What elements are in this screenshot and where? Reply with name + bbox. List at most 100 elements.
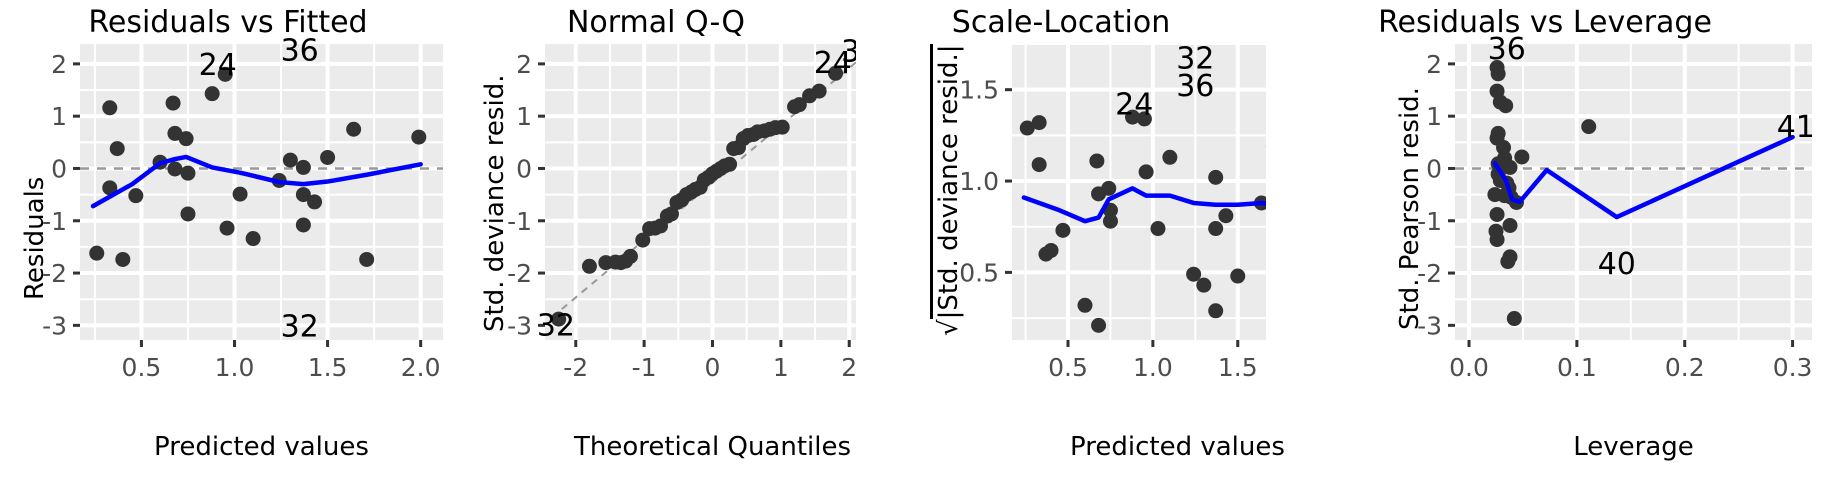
smooth-line	[1492, 134, 1795, 220]
outlier-label: 36	[1488, 32, 1526, 67]
x-tick-label: -2	[563, 353, 588, 382]
y-tick-label: -3	[1417, 311, 1442, 340]
data-point	[1138, 164, 1154, 180]
data-point	[774, 119, 790, 135]
y-tick-label: -3	[42, 311, 67, 340]
panel-residuals-vs-fitted: Residuals vs Fitted Predicted values Resid…	[0, 0, 456, 480]
data-point	[1055, 222, 1071, 238]
outlier-label: 24	[814, 46, 852, 81]
data-point	[180, 206, 196, 222]
plot-area: 0.0 0.1 0.2 0.3 -3 -2 -1 0 1 2 36 40 41	[1417, 32, 1815, 382]
y-tick-label: 0	[51, 154, 67, 183]
data-point	[663, 206, 679, 222]
x-axis-title: Predicted values	[1070, 432, 1285, 462]
data-point	[622, 248, 638, 264]
data-point	[1208, 303, 1224, 319]
data-point	[295, 159, 311, 175]
smooth-line	[90, 154, 423, 209]
outlier-label: 36	[1176, 69, 1214, 104]
data-point	[1502, 159, 1518, 175]
data-point	[1077, 297, 1093, 313]
data-point	[791, 97, 807, 113]
data-point	[1498, 98, 1514, 114]
data-point	[109, 141, 125, 157]
y-tick-label: 2	[1426, 50, 1442, 79]
x-tick-label: -1	[632, 353, 657, 382]
data-point	[178, 131, 194, 147]
data-point	[1089, 153, 1105, 169]
x-axis-title: Predicted values	[154, 432, 369, 462]
x-tick-label: 0.0	[1449, 353, 1489, 382]
y-tick-label: 1.0	[959, 167, 999, 196]
outlier-label: 36	[841, 34, 856, 69]
y-tick-label: 1	[516, 102, 532, 131]
outlier-label: 32	[281, 309, 319, 344]
panel-normal-qq: Normal Q-Q Theoretical Quantiles Std. devi…	[456, 0, 856, 480]
data-point	[1125, 109, 1141, 125]
y-tick-label: 1	[51, 102, 67, 131]
panel-title: Normal Q-Q	[566, 5, 746, 40]
x-tick-label: 2.0	[401, 353, 441, 382]
panel-title: Residuals vs Leverage	[1378, 5, 1712, 40]
data-point	[1019, 120, 1035, 136]
data-point	[204, 86, 220, 102]
data-point	[1091, 317, 1107, 333]
x-tick-label: 1.0	[1133, 353, 1173, 382]
y-tick-label: -1	[42, 207, 67, 236]
data-point	[1489, 206, 1505, 222]
data-point	[1506, 311, 1522, 327]
data-point	[581, 258, 597, 274]
data-point	[320, 149, 336, 165]
data-point	[167, 125, 183, 141]
data-point	[1150, 221, 1166, 237]
data-point	[1230, 268, 1246, 284]
x-tick-label: 0.2	[1665, 353, 1705, 382]
data-point	[282, 152, 298, 168]
y-tick-label: -2	[507, 259, 532, 288]
data-point	[1208, 169, 1224, 185]
data-point	[1136, 111, 1152, 127]
y-tick-label: -2	[42, 259, 67, 288]
data-point	[1196, 277, 1212, 293]
data-point	[219, 220, 235, 236]
data-point	[102, 100, 118, 116]
x-tick-label: 0.5	[1048, 353, 1088, 382]
data-point	[346, 121, 362, 137]
panel-title: Residuals vs Fitted	[88, 5, 368, 40]
data-point	[1102, 213, 1118, 229]
x-axis-title: Theoretical Quantiles	[573, 432, 852, 462]
data-point	[295, 217, 311, 233]
outlier-label: 24	[1115, 87, 1153, 122]
x-tick-label: 0	[705, 353, 721, 382]
data-point	[307, 194, 323, 210]
x-tick-label: 2	[841, 353, 856, 382]
y-tick-label: 1	[1426, 102, 1442, 131]
data-point	[1502, 217, 1518, 233]
x-tick-label: 1	[773, 353, 789, 382]
y-tick-label: 2	[51, 50, 67, 79]
panel-title: Scale-Location	[951, 5, 1171, 40]
data-point	[359, 251, 375, 267]
data-point	[245, 231, 261, 247]
data-point	[1031, 115, 1047, 131]
data-point	[722, 156, 738, 172]
y-tick-label: -1	[1417, 207, 1442, 236]
data-point	[1514, 149, 1530, 165]
data-point	[102, 180, 118, 196]
x-tick-label: 0.3	[1773, 353, 1813, 382]
data-point	[295, 187, 311, 203]
y-tick-label: -1	[507, 207, 532, 236]
data-point	[115, 251, 131, 267]
data-point	[1101, 180, 1117, 196]
data-point	[635, 232, 651, 248]
data-point	[811, 83, 827, 99]
outlier-label: 24	[199, 48, 237, 83]
x-tick-label: 1.5	[308, 353, 348, 382]
outlier-label: 40	[1598, 247, 1636, 282]
outlier-label: 41	[1777, 110, 1815, 145]
data-point	[1500, 254, 1516, 270]
panel-residuals-vs-leverage: Residuals vs Leverage Leverage Std. Pearso…	[1266, 0, 1824, 480]
data-point	[1208, 221, 1224, 237]
data-point	[1218, 208, 1234, 224]
x-tick-label: 0.1	[1557, 353, 1597, 382]
